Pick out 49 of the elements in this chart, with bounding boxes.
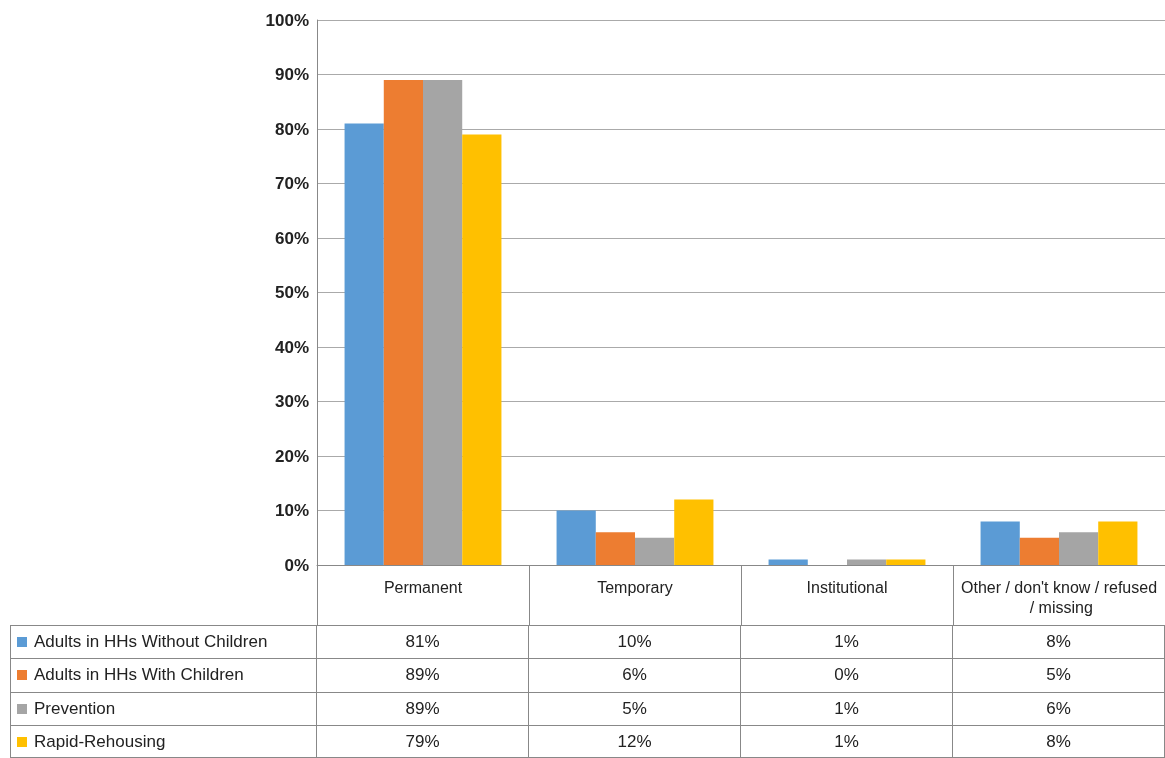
data-label: 1% [741,692,953,725]
bar [595,532,635,565]
bar [768,559,808,565]
bar [462,134,502,565]
x-tick-label: Temporary [597,578,673,596]
data-label: 89% [317,692,529,725]
y-tick-label: 100% [265,10,309,30]
legend-label: Prevention [34,698,116,719]
legend-label: Adults in HHs Without Children [34,632,268,653]
bar [886,559,926,565]
y-tick-label: 50% [274,283,309,302]
x-tick-label: Institutional [806,578,888,596]
bar [383,79,423,565]
bar [344,123,384,565]
x-tick-label: Other / don't know / refused / missing [960,578,1158,616]
data-label: 81% [317,626,529,659]
data-label: 6% [529,659,741,692]
legend-label: Adults in HHs With Children [34,665,244,686]
data-label: 8% [953,725,1165,758]
bar [1098,521,1138,565]
bar [847,559,887,565]
y-tick-label: 60% [274,228,309,248]
data-label: 1% [741,626,953,659]
bar [1059,532,1099,565]
y-tick-label: 80% [274,119,309,139]
y-tick-label: 10% [274,501,309,520]
y-tick-label: 90% [274,65,309,84]
y-tick-label: 70% [274,174,309,193]
data-label: 8% [953,626,1165,659]
bar [635,537,675,565]
data-label: 0% [741,659,953,692]
data-label: 5% [953,659,1165,692]
data-label: 89% [317,659,529,692]
x-tick-label: Permanent [383,578,463,596]
y-tick-label: 40% [274,337,309,357]
y-tick-label: 30% [274,392,309,411]
data-label: 12% [529,725,741,758]
data-label: 6% [953,692,1165,725]
bar [556,510,596,565]
bar [1019,537,1059,565]
bar [980,521,1020,565]
y-tick-label: 0% [284,555,309,575]
data-label: 1% [741,725,953,758]
data-label: 79% [317,725,529,758]
legend-label: Rapid-Rehousing [34,731,166,752]
bar [674,499,714,565]
data-label: 5% [529,692,741,725]
y-tick-label: 20% [274,446,309,466]
data-label: 10% [529,626,741,659]
